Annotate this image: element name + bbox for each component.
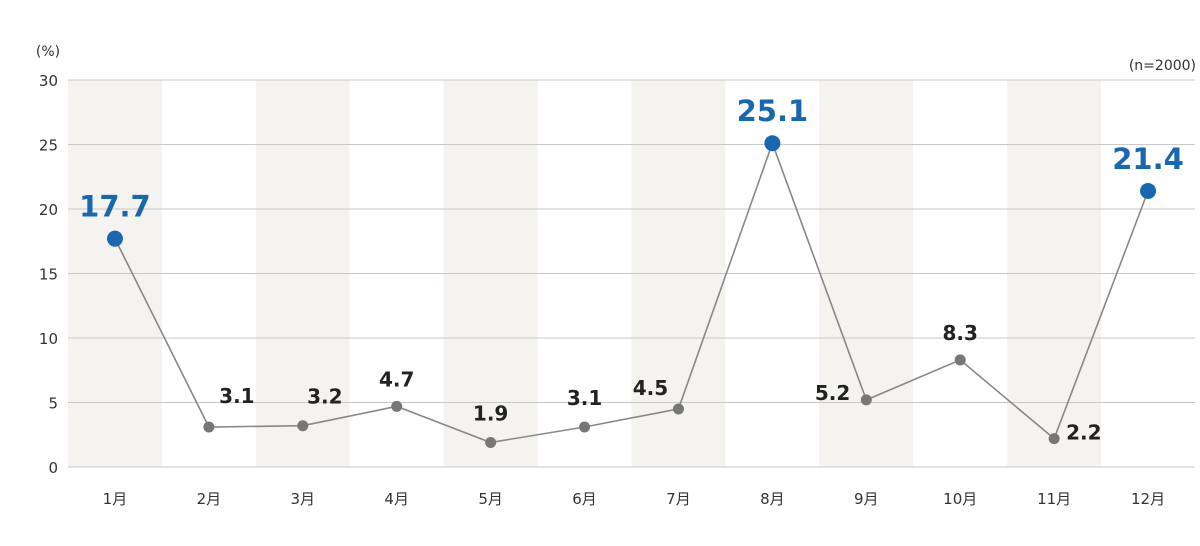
data-point bbox=[391, 400, 403, 412]
x-tick-label: 10月 bbox=[943, 490, 977, 508]
x-tick-label: 1月 bbox=[103, 490, 128, 508]
y-tick-label: 0 bbox=[48, 459, 58, 477]
x-tick-label: 7月 bbox=[666, 490, 691, 508]
data-label: 8.3 bbox=[942, 321, 977, 345]
x-tick-label: 6月 bbox=[572, 490, 597, 508]
x-tick-label: 4月 bbox=[384, 490, 409, 508]
data-label: 3.1 bbox=[567, 386, 602, 410]
data-label: 2.2 bbox=[1066, 421, 1101, 445]
data-label-highlight: 21.4 bbox=[1112, 142, 1184, 176]
data-labels: 17.7 3.1 3.2 4.7 1.9 3.1 4.5 25.1 5.2 8.3 2.2 21.4 bbox=[79, 94, 1184, 444]
data-point bbox=[672, 403, 684, 415]
data-label: 3.1 bbox=[219, 384, 254, 408]
x-tick-label: 9月 bbox=[854, 490, 879, 508]
y-tick-label: 15 bbox=[39, 266, 58, 284]
x-tick-label: 8月 bbox=[760, 490, 785, 508]
y-tick-label: 30 bbox=[39, 72, 58, 90]
y-tick-label: 25 bbox=[39, 137, 58, 155]
y-axis-ticks: 0 5 10 15 20 25 30 bbox=[39, 72, 58, 477]
data-point bbox=[485, 436, 497, 448]
series-line bbox=[114, 140, 1149, 444]
data-point bbox=[203, 421, 215, 433]
data-point-highlight bbox=[106, 230, 123, 247]
x-tick-label: 12月 bbox=[1131, 490, 1165, 508]
data-label-highlight: 17.7 bbox=[79, 190, 151, 224]
x-axis-ticks: 1月 2月 3月 4月 5月 6月 7月 8月 9月 10月 11月 12月 bbox=[103, 490, 1165, 508]
data-point-highlight bbox=[1140, 182, 1157, 199]
data-point bbox=[297, 420, 309, 432]
data-label: 4.7 bbox=[379, 367, 414, 391]
data-label: 1.9 bbox=[473, 401, 508, 425]
y-tick-label: 10 bbox=[39, 330, 58, 348]
data-label: 4.5 bbox=[633, 376, 668, 400]
data-label: 3.2 bbox=[307, 385, 342, 409]
data-point bbox=[954, 354, 966, 366]
x-tick-label: 11月 bbox=[1037, 490, 1071, 508]
gridlines bbox=[68, 79, 1195, 468]
y-tick-label: 5 bbox=[48, 395, 58, 413]
data-point bbox=[579, 421, 591, 433]
data-point bbox=[1048, 433, 1060, 445]
sample-size-note: (n=2000) bbox=[1129, 58, 1196, 74]
data-point-highlight bbox=[764, 135, 781, 152]
x-tick-label: 2月 bbox=[197, 490, 222, 508]
data-label: 5.2 bbox=[815, 381, 850, 405]
x-tick-label: 5月 bbox=[478, 490, 503, 508]
y-tick-label: 20 bbox=[39, 201, 58, 219]
x-tick-label: 3月 bbox=[291, 490, 316, 508]
data-label-highlight: 25.1 bbox=[737, 94, 809, 128]
data-points bbox=[106, 135, 1157, 448]
y-axis-unit: (%) bbox=[36, 44, 60, 60]
data-point bbox=[860, 394, 872, 406]
